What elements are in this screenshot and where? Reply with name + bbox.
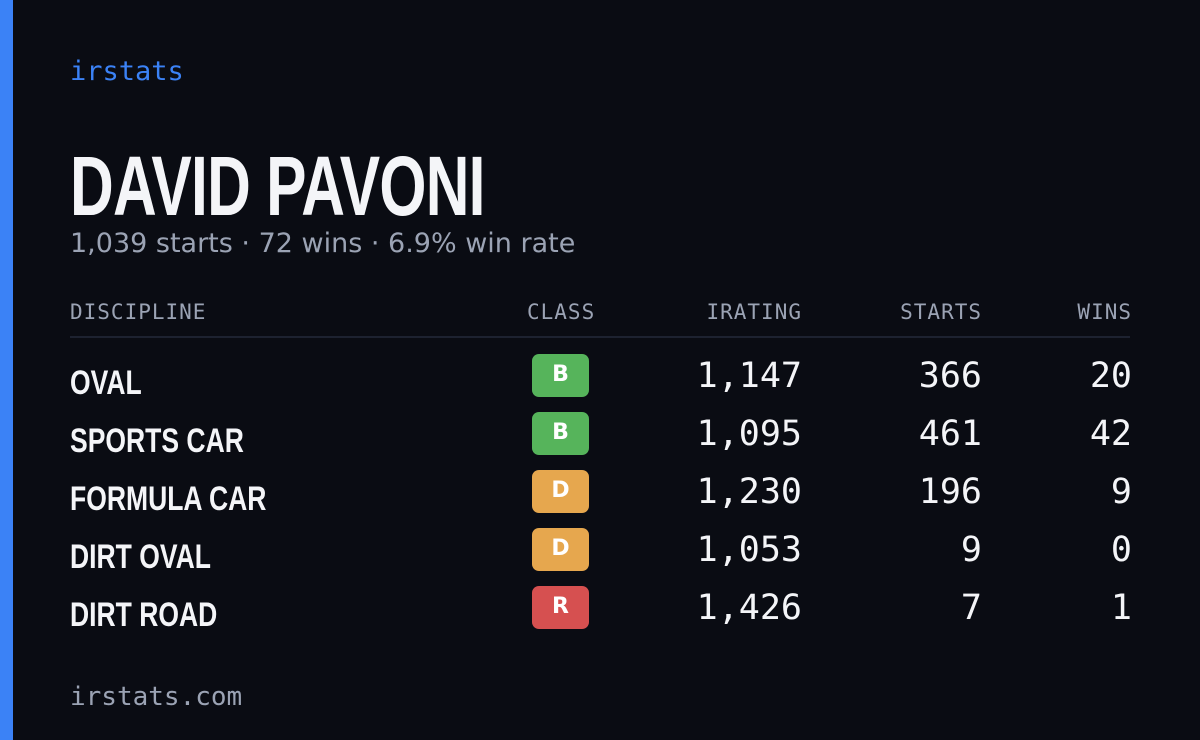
driver-name: DAVID PAVONI [70,139,485,233]
class-badge: B [532,412,589,455]
wins-value: 9 [1110,472,1132,512]
column-header: STARTS [900,300,982,324]
column-header: DISCIPLINE [70,300,207,324]
wins-value: 42 [1089,414,1132,454]
class-badge: B [532,354,589,397]
discipline-name: DIRT ROAD [70,596,218,634]
starts-value: 461 [918,414,982,454]
wins-value: 0 [1110,530,1132,570]
starts-value: 7 [960,588,982,628]
accent-strip [0,0,13,740]
starts-value: 9 [960,530,982,570]
irating-value: 1,147 [696,356,802,396]
starts-value: 366 [918,356,982,396]
class-badge: D [532,528,589,571]
discipline-name: SPORTS CAR [70,422,244,460]
irating-value: 1,053 [696,530,802,570]
header-rule [70,336,1130,338]
starts-value: 196 [918,472,982,512]
brand: irstats [70,56,184,87]
irating-value: 1,095 [696,414,802,454]
column-header: WINS [1077,300,1132,324]
irating-value: 1,426 [696,588,802,628]
wins-value: 1 [1110,588,1132,628]
discipline-name: DIRT OVAL [70,538,211,576]
discipline-name: OVAL [70,364,142,402]
class-badge: R [532,586,589,629]
driver-summary: 1,039 starts · 72 wins · 6.9% win rate [70,228,576,259]
footer-link: irstats.com [70,682,243,712]
discipline-name: FORMULA CAR [70,480,267,518]
class-badge: D [532,470,589,513]
column-header: IRATING [706,300,802,324]
wins-value: 20 [1089,356,1132,396]
column-header: CLASS [527,300,596,324]
irating-value: 1,230 [696,472,802,512]
